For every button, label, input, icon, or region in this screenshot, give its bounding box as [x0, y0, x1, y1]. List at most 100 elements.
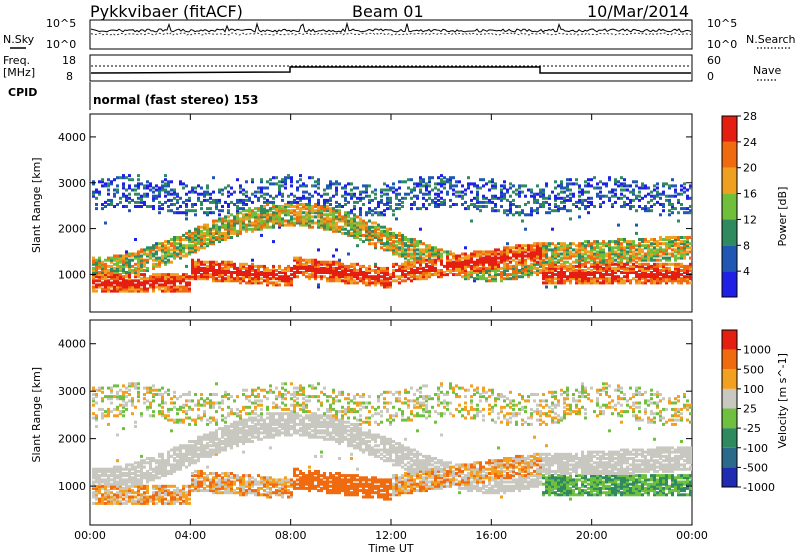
data-cell — [317, 248, 320, 252]
data-cell — [422, 277, 425, 281]
data-cell — [488, 271, 491, 274]
data-cell — [497, 264, 500, 268]
data-cell — [128, 254, 131, 258]
data-cell — [149, 277, 152, 281]
data-cell — [614, 188, 617, 192]
data-cell — [113, 273, 116, 277]
data-cell — [641, 277, 644, 281]
data-cell — [221, 262, 224, 266]
data-cell — [275, 215, 278, 219]
data-cell — [650, 238, 653, 241]
data-cell — [125, 390, 128, 394]
data-cell — [362, 271, 365, 274]
data-cell — [206, 190, 209, 194]
data-cell — [497, 273, 500, 277]
data-cell — [410, 207, 413, 211]
data-cell — [404, 196, 407, 200]
data-cell — [137, 484, 140, 488]
data-cell — [95, 260, 98, 264]
data-cell — [245, 281, 248, 285]
data-cell — [326, 219, 329, 223]
data-cell — [245, 271, 248, 274]
data-cell — [521, 269, 524, 272]
data-cell — [392, 271, 395, 274]
data-cell — [350, 269, 353, 272]
data-cell — [263, 192, 266, 196]
data-cell — [677, 236, 680, 239]
data-cell — [98, 491, 101, 495]
data-cell — [635, 209, 638, 213]
data-cell — [176, 252, 179, 256]
data-cell — [572, 271, 575, 274]
data-cell — [374, 275, 377, 279]
data-cell — [578, 250, 581, 254]
data-cell — [203, 275, 206, 279]
data-cell — [431, 273, 434, 277]
data-cell — [245, 269, 248, 272]
data-cell — [323, 225, 326, 229]
data-cell — [176, 275, 179, 279]
data-cell — [149, 476, 152, 480]
data-cell — [194, 246, 197, 250]
data-cell — [284, 269, 287, 272]
data-cell — [245, 223, 248, 227]
data-cell — [314, 258, 317, 262]
data-cell — [527, 269, 530, 272]
data-cell — [113, 287, 116, 291]
data-cell — [482, 275, 485, 279]
data-cell — [380, 283, 383, 287]
data-cell — [179, 281, 182, 285]
data-cell — [674, 248, 677, 252]
data-cell — [470, 266, 473, 270]
data-cell — [296, 256, 299, 260]
data-cell — [146, 491, 149, 495]
data-cell — [266, 186, 269, 190]
data-cell — [653, 196, 656, 200]
data-cell — [590, 250, 593, 254]
data-cell — [383, 279, 386, 283]
data-cell — [641, 281, 644, 285]
data-cell — [533, 262, 536, 266]
data-cell — [317, 221, 320, 225]
data-cell — [689, 250, 692, 254]
data-cell — [347, 182, 350, 186]
data-cell — [395, 246, 398, 250]
data-cell — [392, 240, 395, 244]
data-cell — [383, 192, 386, 196]
data-cell — [386, 246, 389, 250]
data-cell — [107, 283, 110, 287]
data-cell — [395, 196, 398, 200]
data-cell — [689, 186, 692, 190]
data-cell — [500, 205, 503, 208]
data-cell — [503, 277, 506, 281]
data-cell — [653, 269, 656, 272]
data-cell — [380, 271, 383, 274]
data-cell — [188, 277, 191, 281]
data-cell — [113, 258, 116, 262]
data-cell — [566, 184, 569, 188]
data-cell — [155, 281, 158, 285]
data-cell — [158, 194, 161, 198]
data-cell — [563, 275, 566, 279]
data-cell — [320, 219, 323, 223]
data-cell — [122, 277, 125, 281]
data-cell — [641, 256, 644, 260]
data-cell — [542, 203, 545, 206]
data-cell — [92, 386, 95, 390]
data-cell — [425, 192, 428, 196]
data-cell — [230, 231, 233, 235]
data-cell — [182, 461, 185, 465]
data-cell — [146, 476, 149, 480]
data-cell — [185, 277, 188, 281]
data-cell — [194, 269, 197, 272]
data-cell — [224, 200, 227, 204]
data-cell — [134, 384, 137, 388]
data-cell — [662, 238, 665, 241]
data-cell — [272, 176, 275, 180]
data-cell — [488, 256, 491, 260]
data-cell — [476, 262, 479, 266]
data-cell — [101, 271, 104, 274]
data-cell — [185, 236, 188, 239]
data-cell — [482, 262, 485, 266]
data-cell — [542, 275, 545, 279]
